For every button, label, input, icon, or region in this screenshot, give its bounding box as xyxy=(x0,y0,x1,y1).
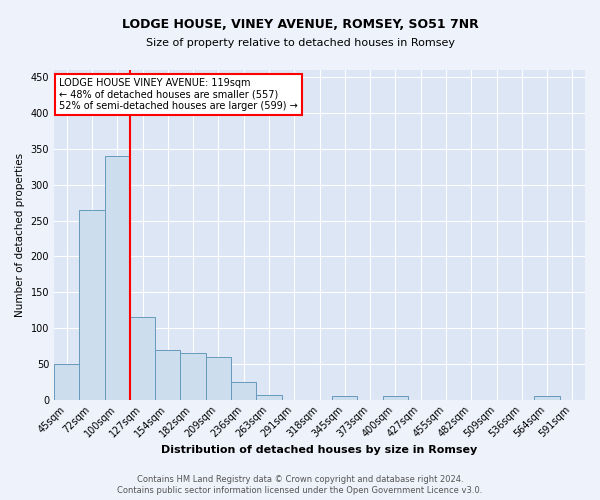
Text: LODGE HOUSE VINEY AVENUE: 119sqm
← 48% of detached houses are smaller (557)
52% : LODGE HOUSE VINEY AVENUE: 119sqm ← 48% o… xyxy=(59,78,298,112)
Bar xyxy=(206,356,231,400)
X-axis label: Distribution of detached houses by size in Romsey: Distribution of detached houses by size … xyxy=(161,445,478,455)
Bar xyxy=(332,396,358,400)
Text: LODGE HOUSE, VINEY AVENUE, ROMSEY, SO51 7NR: LODGE HOUSE, VINEY AVENUE, ROMSEY, SO51 … xyxy=(122,18,478,30)
Bar xyxy=(79,210,104,400)
Text: Contains public sector information licensed under the Open Government Licence v3: Contains public sector information licen… xyxy=(118,486,482,495)
Bar xyxy=(104,156,130,400)
Bar xyxy=(231,382,256,400)
Text: Contains HM Land Registry data © Crown copyright and database right 2024.: Contains HM Land Registry data © Crown c… xyxy=(137,475,463,484)
Text: Size of property relative to detached houses in Romsey: Size of property relative to detached ho… xyxy=(146,38,455,48)
Bar xyxy=(54,364,79,400)
Bar xyxy=(155,350,181,400)
Bar xyxy=(256,394,281,400)
Bar xyxy=(383,396,408,400)
Bar xyxy=(130,318,155,400)
Bar xyxy=(181,353,206,400)
Bar xyxy=(535,396,560,400)
Y-axis label: Number of detached properties: Number of detached properties xyxy=(15,153,25,317)
